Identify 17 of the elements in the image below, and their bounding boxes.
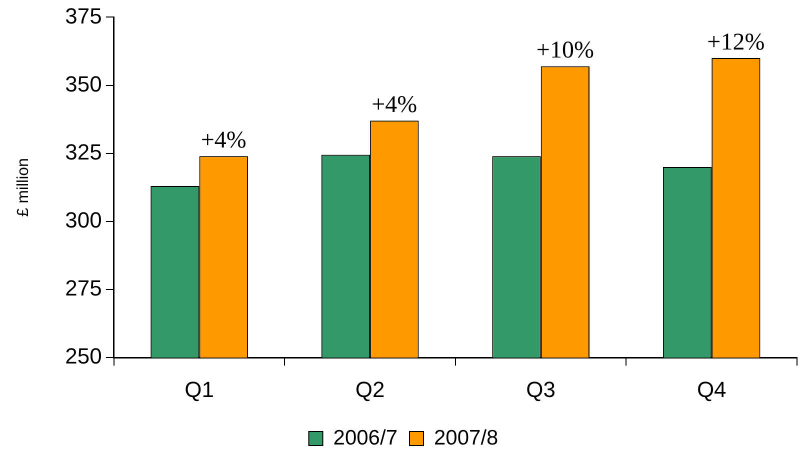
x-tick-label: Q3	[526, 376, 556, 402]
legend-label: 2006/7	[333, 426, 398, 450]
y-tick-label: 250	[65, 344, 102, 369]
y-axis-title: £ million	[15, 158, 32, 217]
legend-label: 2007/8	[434, 426, 498, 450]
y-tick-label: 350	[65, 71, 102, 96]
annotation: +12%	[707, 29, 765, 56]
y-tick-label: 375	[65, 3, 102, 28]
y-tick-label: 275	[65, 276, 102, 301]
y-tick-label: 325	[65, 139, 102, 164]
x-tick-label: Q1	[184, 376, 214, 402]
x-tick-label: Q4	[696, 376, 726, 402]
annotation: +4%	[200, 127, 246, 154]
x-tick-label: Q2	[355, 376, 385, 402]
y-tick-label: 300	[65, 208, 102, 233]
annotation: +4%	[372, 92, 418, 118]
annotation: +10%	[536, 38, 594, 64]
